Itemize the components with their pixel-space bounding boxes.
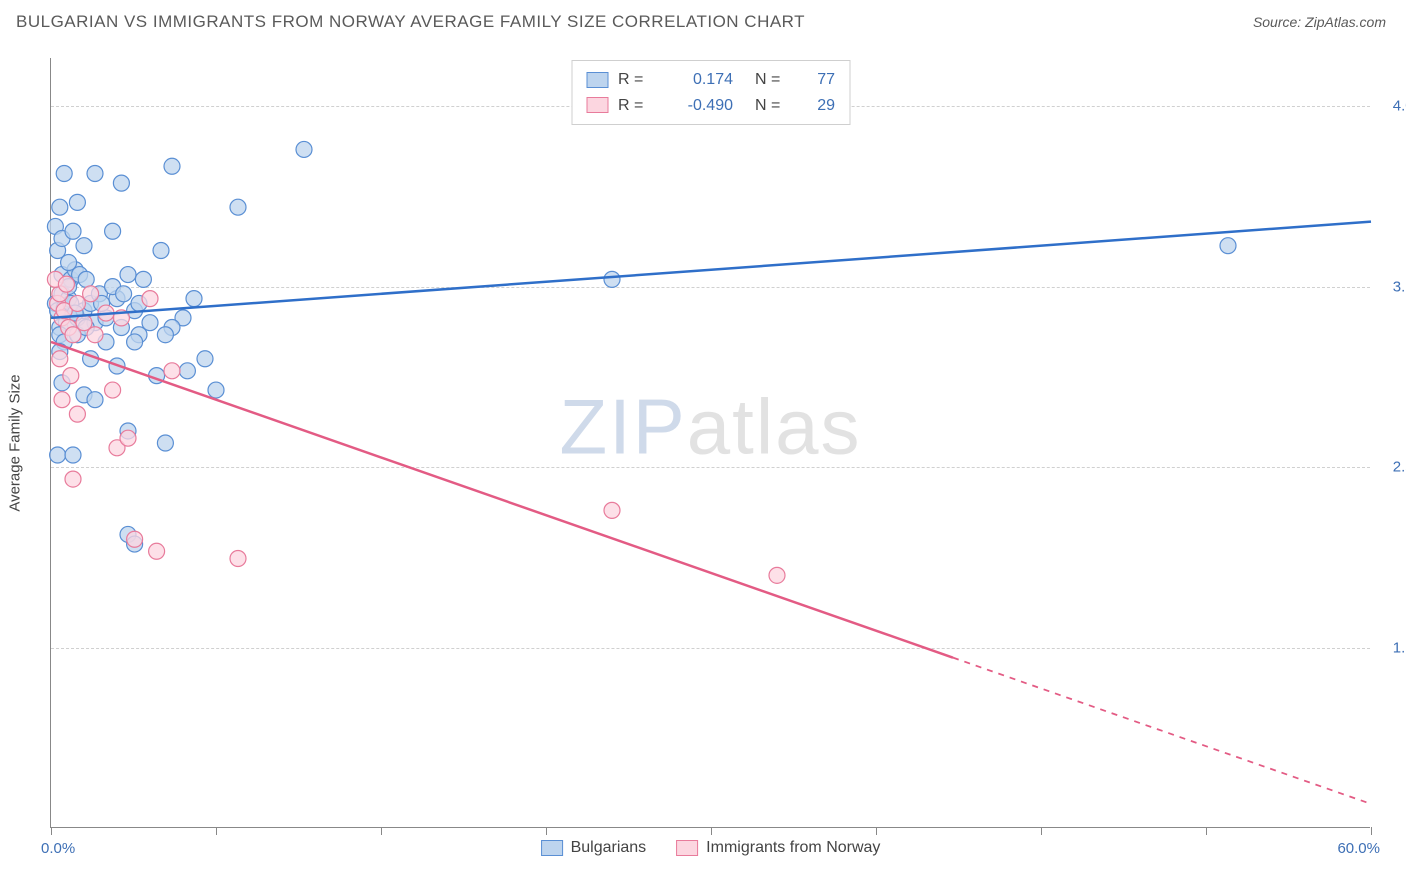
source-label: Source:: [1253, 14, 1301, 30]
scatter-plot-svg: [51, 58, 1370, 827]
r-value-norway: -0.490: [668, 93, 733, 119]
x-tick: [1206, 827, 1207, 835]
blue-swatch-icon: [541, 840, 563, 856]
r-value-bulgarians: 0.174: [668, 67, 733, 93]
stats-row-bulgarians: R = 0.174 N = 77: [586, 67, 835, 93]
legend-item-norway: Immigrants from Norway: [676, 839, 880, 857]
y-tick-label: 2.50: [1393, 459, 1406, 476]
x-tick: [1041, 827, 1042, 835]
legend-label-bulgarians: Bulgarians: [571, 839, 647, 857]
n-label: N =: [755, 67, 795, 93]
blue-swatch-icon: [586, 72, 608, 88]
source-attribution: Source: ZipAtlas.com: [1253, 14, 1386, 30]
r-label: R =: [618, 67, 658, 93]
chart-title: BULGARIAN VS IMMIGRANTS FROM NORWAY AVER…: [16, 12, 805, 32]
y-tick-label: 1.75: [1393, 639, 1406, 656]
stats-legend-box: R = 0.174 N = 77 R = -0.490 N = 29: [571, 60, 850, 125]
y-axis-title: Average Family Size: [7, 374, 24, 511]
stats-row-norway: R = -0.490 N = 29: [586, 93, 835, 119]
x-axis-min-label: 0.0%: [41, 840, 75, 857]
n-value-bulgarians: 77: [805, 67, 835, 93]
source-link[interactable]: ZipAtlas.com: [1305, 14, 1386, 30]
n-value-norway: 29: [805, 93, 835, 119]
n-label: N =: [755, 93, 795, 119]
legend-item-bulgarians: Bulgarians: [541, 839, 647, 857]
chart-plot-area: Average Family Size 1.752.503.254.00 ZIP…: [50, 58, 1370, 828]
y-tick-label: 3.25: [1393, 278, 1406, 295]
x-tick: [546, 827, 547, 835]
r-label: R =: [618, 93, 658, 119]
series-legend: Bulgarians Immigrants from Norway: [541, 839, 881, 857]
x-tick: [711, 827, 712, 835]
pink-swatch-icon: [586, 97, 608, 113]
x-tick: [876, 827, 877, 835]
legend-label-norway: Immigrants from Norway: [706, 839, 880, 857]
x-tick: [1371, 827, 1372, 835]
x-axis-max-label: 60.0%: [1337, 840, 1380, 857]
pink-swatch-icon: [676, 840, 698, 856]
y-tick-label: 4.00: [1393, 98, 1406, 115]
x-tick: [381, 827, 382, 835]
x-tick: [216, 827, 217, 835]
x-tick: [51, 827, 52, 835]
